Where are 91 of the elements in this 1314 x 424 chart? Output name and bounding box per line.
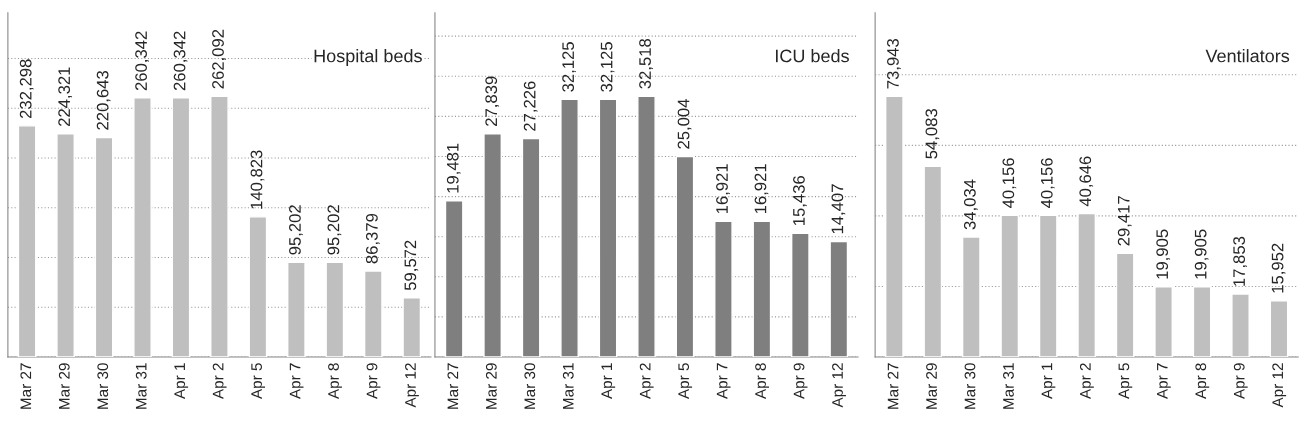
x-tick-label: Apr 9 — [793, 363, 808, 400]
x-tick-label: Apr 7 — [1157, 363, 1171, 400]
data-label: 29,417 — [1117, 196, 1132, 246]
x-tick-label: Mar 30 — [97, 363, 109, 409]
x-tick-label: Mar 27 — [447, 363, 459, 409]
chart-title: Ventilators — [1205, 49, 1290, 63]
bar — [171, 97, 191, 358]
bar — [94, 136, 114, 358]
data-label: 224,321 — [58, 67, 73, 126]
data-label: 40,646 — [1079, 156, 1094, 207]
x-tick-label: Apr 5 — [1118, 363, 1133, 400]
bar — [1154, 286, 1173, 358]
data-label: 17,853 — [1233, 236, 1247, 286]
x-tick-label: Mar 29 — [58, 363, 70, 409]
x-tick-label: Apr 9 — [366, 363, 381, 400]
data-label: 59,572 — [404, 240, 419, 291]
bar — [1115, 252, 1135, 358]
x-tick-label: Mar 30 — [524, 363, 536, 409]
bar — [17, 125, 37, 358]
bar — [961, 236, 981, 358]
bar — [1038, 214, 1058, 358]
bar — [133, 97, 152, 358]
data-label: 260,342 — [173, 31, 188, 91]
data-label: 19,481 — [446, 143, 461, 193]
x-tick-label: Apr 1 — [174, 363, 189, 400]
x-tick-label: Apr 7 — [289, 363, 304, 400]
bar — [1269, 300, 1289, 358]
data-label: 40,156 — [1002, 158, 1017, 209]
data-label: 95,202 — [327, 205, 342, 255]
data-label: 25,004 — [677, 99, 692, 149]
data-label: 27,226 — [523, 81, 538, 131]
x-tick-label: Apr 2 — [1079, 363, 1094, 400]
data-label: 73,943 — [887, 39, 901, 89]
bar — [325, 261, 345, 358]
x-tick-label: Apr 5 — [251, 363, 266, 400]
data-label: 15,952 — [1271, 243, 1286, 293]
bar — [248, 216, 268, 358]
data-label: 34,034 — [963, 179, 978, 230]
bar — [210, 95, 229, 358]
x-tick-label: Apr 12 — [832, 363, 846, 408]
data-label: 95,202 — [289, 205, 303, 255]
data-label: 32,125 — [600, 42, 615, 92]
bar — [923, 165, 943, 358]
x-tick-label: Apr 8 — [755, 363, 769, 400]
x-tick-label: Apr 5 — [678, 363, 693, 400]
x-tick-label: Mar 30 — [964, 363, 976, 409]
chart-title: ICU beds — [775, 49, 849, 63]
x-tick-label: Apr 12 — [1272, 363, 1287, 408]
data-label: 19,905 — [1156, 229, 1171, 279]
data-label: 32,125 — [562, 42, 576, 92]
x-tick-label: Apr 9 — [1233, 363, 1248, 400]
data-label: 232,298 — [19, 59, 34, 119]
data-label: 19,905 — [1194, 229, 1209, 279]
x-tick-label: Apr 8 — [328, 363, 342, 400]
x-tick-label: Apr 8 — [1195, 363, 1210, 400]
x-tick-label: Mar 29 — [485, 363, 497, 409]
x-tick-label: Mar 31 — [562, 363, 574, 409]
chart-title: Hospital beds — [314, 49, 422, 66]
x-tick-label: Apr 2 — [212, 363, 227, 400]
bar — [885, 95, 904, 358]
x-tick-label: Apr 2 — [639, 363, 654, 400]
bar — [402, 297, 422, 358]
x-tick-label: Apr 12 — [405, 363, 419, 408]
x-tick-label: Mar 31 — [1003, 363, 1014, 409]
data-label: 86,379 — [365, 213, 380, 264]
data-label: 262,092 — [212, 29, 226, 89]
data-label: 40,156 — [1040, 158, 1055, 209]
bar — [287, 261, 306, 358]
x-tick-label: Mar 27 — [20, 363, 32, 409]
x-tick-label: Mar 27 — [887, 363, 899, 409]
data-label: 32,518 — [639, 38, 653, 89]
data-label: 14,407 — [831, 184, 846, 234]
bar — [363, 270, 383, 358]
bar — [56, 133, 75, 358]
bar — [1192, 286, 1212, 358]
x-tick-label: Mar 31 — [135, 363, 147, 409]
data-label: 260,342 — [135, 31, 149, 91]
data-label: 220,643 — [96, 70, 111, 130]
data-label: 27,839 — [485, 76, 500, 126]
x-tick-label: Apr 7 — [716, 363, 731, 400]
data-label: 54,083 — [925, 109, 940, 159]
bar — [1077, 212, 1097, 358]
data-label: 140,823 — [250, 150, 265, 209]
bar — [1000, 214, 1020, 358]
x-tick-label: Apr 1 — [1041, 363, 1056, 400]
bar — [1231, 293, 1250, 358]
x-tick-label: Apr 1 — [601, 363, 616, 400]
data-label: 16,921 — [754, 164, 769, 214]
x-tick-label: Mar 29 — [926, 363, 937, 409]
data-label: 16,921 — [716, 164, 730, 214]
data-label: 15,436 — [793, 176, 807, 225]
